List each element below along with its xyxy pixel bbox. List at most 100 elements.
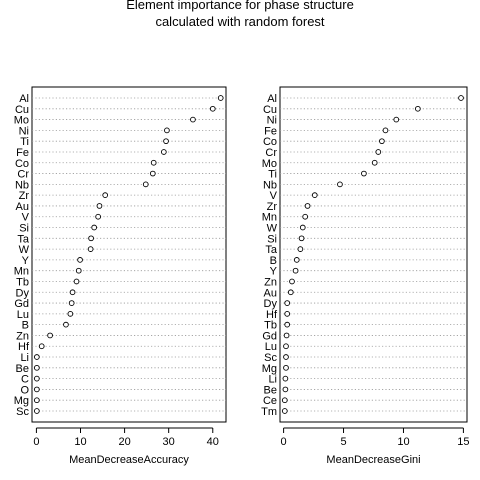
panel-gini: AlCuNiFeCoCrMoTiNbVZrMnWSiTaBYZnAuDyHfTb… bbox=[261, 86, 470, 466]
data-point bbox=[283, 354, 289, 360]
x-tick-label: 5 bbox=[340, 436, 346, 448]
x-tick-label: 0 bbox=[33, 436, 39, 448]
category-label: Ta bbox=[265, 244, 278, 256]
category-label: O bbox=[20, 384, 29, 396]
data-point bbox=[164, 127, 170, 134]
data-point bbox=[33, 375, 40, 382]
category-label: Zn bbox=[264, 276, 277, 288]
data-point bbox=[77, 257, 83, 263]
category-label: B bbox=[22, 320, 29, 332]
category-label: Li bbox=[268, 374, 277, 386]
category-label: Mn bbox=[262, 212, 277, 224]
category-label: Li bbox=[20, 352, 29, 364]
category-label: Ti bbox=[20, 136, 29, 148]
chart-title-line2: calculated with random forest bbox=[155, 14, 324, 29]
data-point bbox=[142, 181, 149, 188]
x-tick-label: 40 bbox=[207, 436, 219, 448]
category-label: Mg bbox=[14, 395, 29, 407]
category-label: Tb bbox=[264, 320, 277, 332]
category-label: Mo bbox=[14, 115, 29, 127]
data-point bbox=[88, 235, 94, 242]
data-point bbox=[160, 149, 167, 155]
data-point bbox=[283, 364, 289, 371]
category-label: Ce bbox=[263, 395, 277, 407]
data-point bbox=[361, 170, 367, 177]
category-label: W bbox=[19, 244, 30, 256]
data-point bbox=[281, 397, 288, 404]
data-point bbox=[33, 397, 40, 404]
data-point bbox=[217, 95, 224, 101]
data-point bbox=[33, 386, 40, 393]
data-point bbox=[283, 343, 289, 350]
data-point bbox=[91, 224, 98, 231]
x-tick-label: 15 bbox=[457, 436, 469, 448]
category-label: W bbox=[267, 223, 278, 235]
category-label: Au bbox=[16, 201, 29, 213]
data-point bbox=[163, 138, 169, 145]
data-point bbox=[69, 289, 76, 296]
category-label: Dy bbox=[16, 287, 30, 299]
category-label: Ni bbox=[19, 125, 29, 137]
data-point bbox=[96, 203, 103, 209]
data-point bbox=[337, 181, 343, 188]
category-label: Dy bbox=[264, 298, 278, 310]
category-label: Zn bbox=[16, 330, 29, 342]
category-label: Lu bbox=[265, 341, 277, 353]
category-label: Be bbox=[264, 384, 277, 396]
category-label: Cr bbox=[265, 147, 277, 159]
data-point bbox=[67, 311, 74, 317]
category-label: Co bbox=[15, 158, 29, 170]
category-label: Sc bbox=[264, 352, 277, 364]
category-label: V bbox=[22, 212, 30, 224]
data-point bbox=[293, 257, 300, 263]
x-tick-label: 10 bbox=[74, 436, 86, 448]
plot-box-gini bbox=[279, 86, 468, 423]
category-label: C bbox=[21, 374, 29, 386]
data-point bbox=[393, 116, 400, 123]
category-label: Be bbox=[16, 363, 29, 375]
data-point bbox=[379, 138, 385, 145]
data-point bbox=[304, 203, 311, 209]
category-label: B bbox=[270, 255, 277, 267]
data-point bbox=[298, 235, 305, 242]
category-label: Nb bbox=[15, 179, 29, 191]
category-label: Ni bbox=[267, 115, 277, 127]
data-point bbox=[87, 246, 94, 252]
category-label: Cu bbox=[15, 104, 29, 116]
category-label: Y bbox=[270, 266, 278, 278]
category-label: Mo bbox=[262, 158, 277, 170]
data-point bbox=[382, 127, 389, 134]
category-label: Zr bbox=[19, 190, 30, 202]
data-point bbox=[281, 408, 288, 414]
data-point bbox=[297, 246, 304, 252]
category-label: Y bbox=[22, 255, 30, 267]
data-point bbox=[149, 170, 156, 177]
data-point bbox=[33, 364, 40, 371]
data-point bbox=[95, 213, 101, 220]
category-label: Co bbox=[263, 136, 277, 148]
panel-accuracy: AlCuMoNiTiFeCoCrNbZrAuVSiTaWYMnTbDyGdLuB… bbox=[14, 86, 227, 466]
data-point bbox=[282, 375, 289, 382]
category-label: Fe bbox=[264, 125, 277, 137]
category-label: Lu bbox=[17, 309, 29, 321]
data-point bbox=[190, 116, 196, 123]
data-point bbox=[33, 408, 40, 414]
plot-box-accuracy bbox=[31, 86, 227, 423]
category-label: Sc bbox=[16, 406, 29, 418]
x-axis-label-gini: MeanDecreaseGini bbox=[326, 454, 420, 466]
x-axis-label-accuracy: MeanDecreaseAccuracy bbox=[69, 454, 189, 466]
data-point bbox=[458, 95, 464, 101]
category-label: Ti bbox=[268, 169, 277, 181]
data-point bbox=[47, 332, 53, 339]
category-label: Mn bbox=[14, 266, 29, 278]
data-point bbox=[68, 300, 75, 306]
category-label: Ta bbox=[17, 233, 30, 245]
data-point bbox=[284, 300, 291, 306]
category-label: Al bbox=[267, 93, 277, 105]
data-point bbox=[299, 224, 306, 231]
category-label: Mg bbox=[262, 363, 277, 375]
data-point bbox=[311, 192, 318, 198]
data-point bbox=[375, 149, 382, 155]
data-point bbox=[33, 354, 40, 360]
category-label: Al bbox=[19, 93, 29, 105]
